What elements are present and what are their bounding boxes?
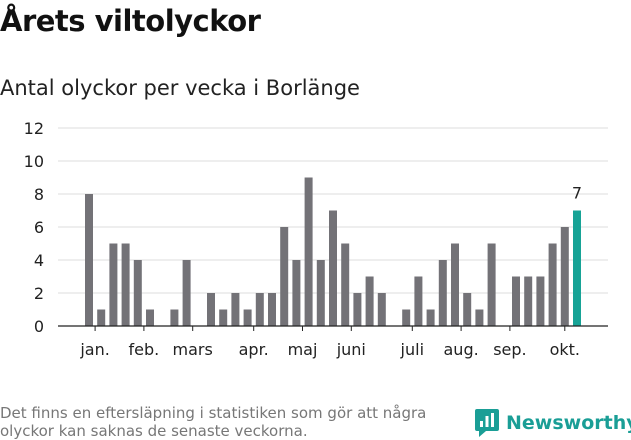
bar [329, 210, 337, 326]
chart-subtitle: Antal olyckor per vecka i Borlänge [0, 76, 360, 100]
bar [255, 293, 264, 326]
bar [231, 293, 240, 326]
bar [146, 309, 154, 326]
bar-highlight [573, 210, 581, 326]
y-tick-label: 4 [34, 251, 44, 270]
bar [292, 260, 301, 326]
bar-chart: 0 2 4 6 8 10 12 7 jan. feb. mars apr. maj juni juli aug… [24, 119, 608, 359]
bar [109, 243, 118, 326]
bar [341, 243, 350, 326]
bar [170, 309, 179, 326]
bar [463, 293, 472, 326]
bar [451, 243, 459, 326]
bar [353, 293, 362, 326]
x-tick-label: sep. [493, 340, 526, 359]
y-tick-label: 0 [34, 317, 44, 336]
y-tick-label: 10 [24, 152, 44, 171]
y-tick-label: 6 [34, 218, 44, 237]
y-tick-label: 12 [24, 119, 44, 138]
x-tick-label: aug. [444, 340, 479, 359]
bar [438, 260, 447, 326]
bar [426, 309, 435, 326]
bar [97, 309, 106, 326]
chart-title: Årets viltolyckor [0, 4, 261, 38]
bar [548, 243, 557, 326]
x-tick-label: okt. [550, 340, 580, 359]
x-tick-label: juni [336, 340, 366, 359]
bar [304, 177, 313, 326]
y-tick-label: 2 [34, 284, 44, 303]
brand-name: Newsworthy [506, 412, 631, 434]
bar [280, 227, 289, 326]
bar [402, 309, 411, 326]
bar [475, 309, 484, 326]
x-tick-label: maj [288, 340, 318, 359]
bar [536, 276, 545, 326]
bar [121, 243, 130, 326]
x-tick-label: mars [173, 340, 213, 359]
bar [377, 293, 386, 326]
bar [487, 243, 496, 326]
bar [219, 309, 228, 326]
x-tick-label: feb. [129, 340, 160, 359]
bar [524, 276, 533, 326]
newsworthy-logo-icon [475, 409, 499, 437]
bar [560, 227, 569, 326]
bar [85, 194, 93, 326]
bar [207, 293, 215, 326]
x-tick-label: jan. [79, 340, 109, 359]
bar [512, 276, 520, 326]
x-tick-label: apr. [239, 340, 269, 359]
bar [365, 276, 374, 326]
bar [243, 309, 252, 326]
bar [182, 260, 191, 326]
data-label: 7 [572, 184, 582, 203]
brand-logo: Newsworthy [474, 408, 631, 438]
y-tick-label: 8 [34, 185, 44, 204]
x-tick-label: juli [400, 340, 424, 359]
bar [268, 293, 276, 326]
bar [133, 260, 142, 326]
bar [414, 276, 423, 326]
footnote: Det finns en eftersläpning i statistiken… [0, 404, 427, 440]
bar [316, 260, 325, 326]
